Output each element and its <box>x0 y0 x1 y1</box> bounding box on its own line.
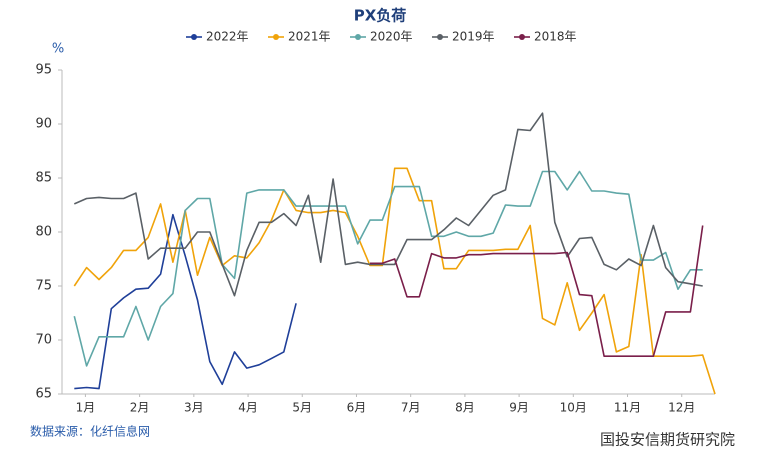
legend-marker <box>437 34 443 40</box>
x-tick-label: 12月 <box>668 401 695 415</box>
y-tick-label: 70 <box>35 333 52 348</box>
watermark: 国投安信期货研究院 <box>600 431 735 449</box>
legend-label: 2019年 <box>452 30 495 44</box>
series-line <box>370 225 704 357</box>
x-tick-label: 6月 <box>347 401 367 415</box>
x-tick-label: 9月 <box>509 401 529 415</box>
y-tick-label: 80 <box>35 225 52 240</box>
legend-label: 2022年 <box>206 30 249 44</box>
x-tick-label: 7月 <box>401 401 421 415</box>
x-tick-label: 4月 <box>238 401 258 415</box>
x-tick-label: 1月 <box>76 401 96 415</box>
x-tick-label: 11月 <box>614 401 641 415</box>
series-line <box>74 213 297 390</box>
x-tick-label: 2月 <box>130 401 150 415</box>
legend-marker <box>519 34 525 40</box>
series-line <box>73 112 703 297</box>
y-tick-label: 85 <box>35 171 52 186</box>
x-tick-label: 3月 <box>184 401 204 415</box>
source-note: 数据来源：化纤信息网 <box>30 424 150 439</box>
x-tick-label: 5月 <box>292 401 312 415</box>
legend-marker <box>191 34 197 40</box>
y-axis-label: % <box>52 42 64 57</box>
series-line <box>73 167 716 395</box>
legend-label: 2018年 <box>534 30 577 44</box>
y-tick-label: 90 <box>35 117 52 132</box>
legend-label: 2021年 <box>288 30 331 44</box>
x-tick-label: 10月 <box>560 401 587 415</box>
y-tick-label: 95 <box>35 63 52 78</box>
legend-marker <box>273 34 279 40</box>
x-tick-label: 8月 <box>455 401 475 415</box>
chart-title: PX负荷 <box>354 7 407 25</box>
y-tick-label: 75 <box>35 279 52 294</box>
series-line <box>73 170 703 367</box>
legend-marker <box>355 34 361 40</box>
legend-label: 2020年 <box>370 30 413 44</box>
y-tick-label: 65 <box>35 387 52 402</box>
